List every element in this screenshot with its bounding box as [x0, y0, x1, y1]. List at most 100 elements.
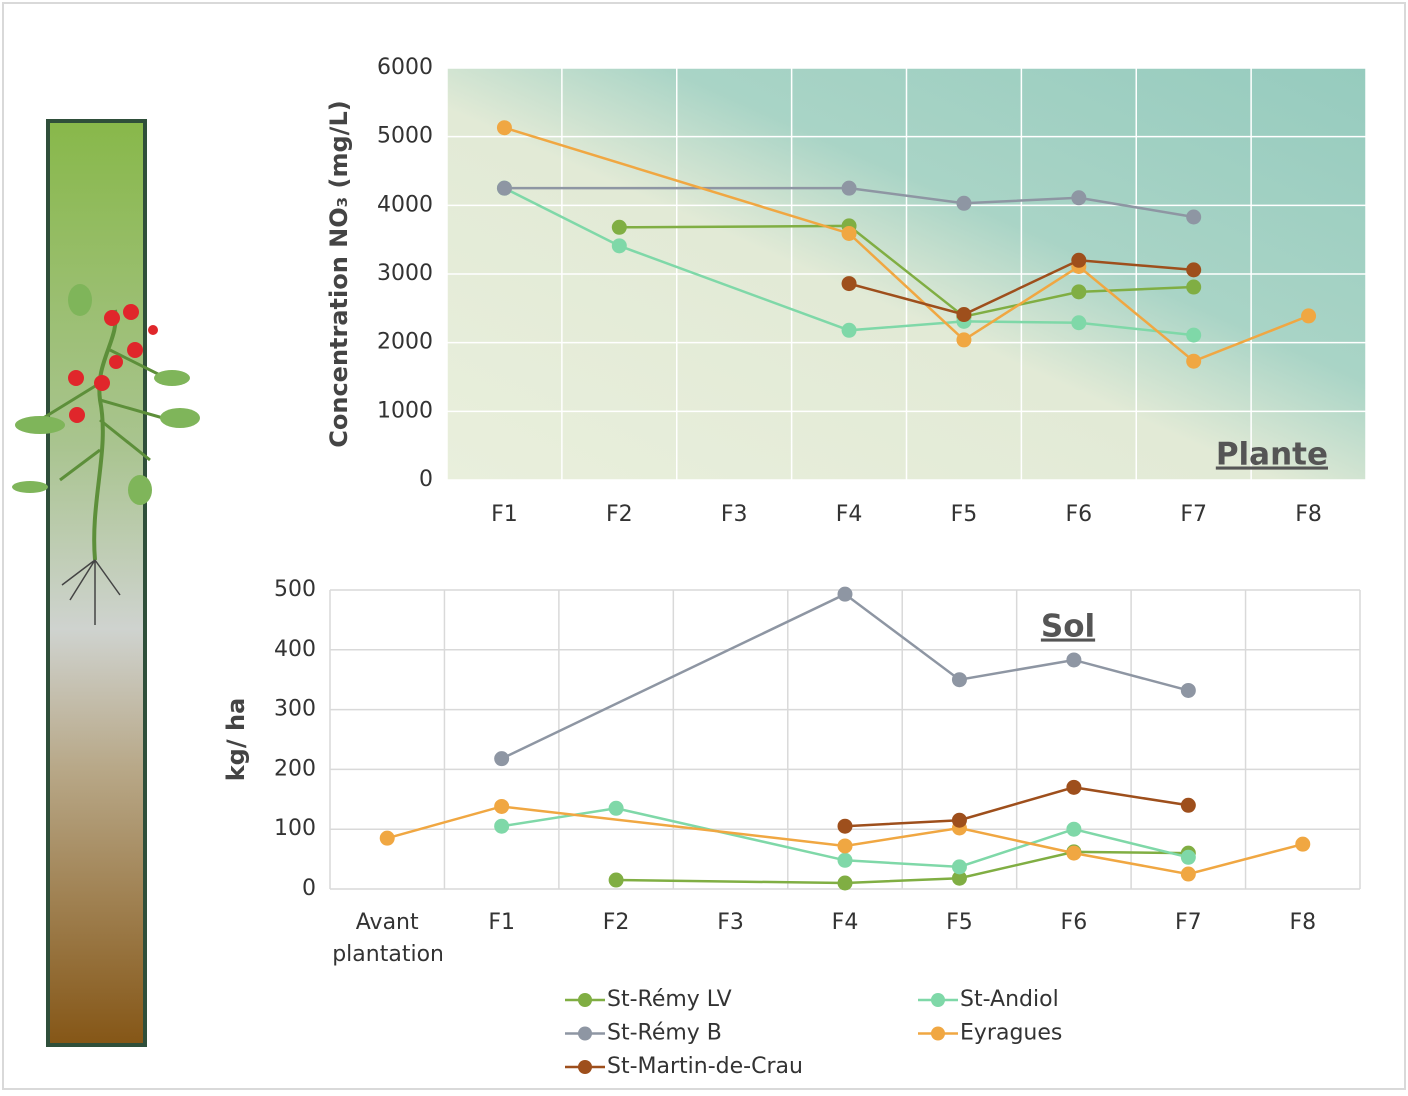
- x-tick-foreign: F8: [1248, 907, 1358, 977]
- data-point: [612, 220, 627, 235]
- legend-marker: [931, 1027, 945, 1041]
- data-point: [838, 587, 853, 602]
- x-tick-label: F6: [1019, 907, 1129, 939]
- x-tick-label: F4: [790, 907, 900, 939]
- data-point: [1186, 280, 1201, 295]
- soil-column: [48, 121, 145, 1045]
- x-tick-label: F5: [951, 502, 978, 527]
- data-point: [494, 819, 509, 834]
- data-point: [842, 323, 857, 338]
- annotation: Sol: [1041, 609, 1095, 645]
- y-tick-label: 100: [274, 816, 316, 841]
- legend-marker: [578, 1027, 592, 1041]
- x-tick-foreign: Avant plantation: [332, 907, 442, 977]
- y-tick-label: 3000: [377, 261, 433, 286]
- x-tick-label: F2: [606, 502, 633, 527]
- data-point: [1186, 354, 1201, 369]
- x-tick-label: F3: [721, 502, 748, 527]
- data-point: [380, 831, 395, 846]
- annotation: Plante: [1216, 437, 1328, 473]
- x-tick-foreign: F1: [447, 907, 557, 977]
- legend-label: St-Andiol: [960, 987, 1059, 1012]
- x-tick-foreign: F4: [790, 907, 900, 977]
- data-point: [838, 876, 853, 891]
- y-tick-label: 500: [274, 577, 316, 602]
- data-point: [838, 838, 853, 853]
- data-point: [1071, 284, 1086, 299]
- data-point: [956, 307, 971, 322]
- data-point: [842, 226, 857, 241]
- data-point: [609, 801, 624, 816]
- data-point: [956, 196, 971, 211]
- data-point: [1181, 683, 1196, 698]
- data-point: [1186, 328, 1201, 343]
- data-point: [1181, 867, 1196, 882]
- data-point: [1295, 837, 1310, 852]
- x-tick-label: F8: [1295, 502, 1322, 527]
- data-point: [497, 120, 512, 135]
- data-point: [1071, 253, 1086, 268]
- x-tick-label: F5: [904, 907, 1014, 939]
- data-point: [842, 181, 857, 196]
- y-axis-label: kg/ ha: [222, 698, 250, 782]
- data-point: [497, 181, 512, 196]
- legend-marker: [578, 1060, 592, 1074]
- x-tick-foreign: F2: [561, 907, 671, 977]
- data-point: [952, 859, 967, 874]
- data-point: [1301, 308, 1316, 323]
- y-tick-label: 0: [302, 876, 316, 901]
- data-point: [956, 332, 971, 347]
- x-tick-label: F8: [1248, 907, 1358, 939]
- legend-label: St-Rémy LV: [607, 987, 732, 1012]
- x-tick-label: F6: [1065, 502, 1092, 527]
- data-point: [838, 819, 853, 834]
- data-point: [1186, 262, 1201, 277]
- x-tick-label: Avant plantation: [332, 907, 442, 971]
- data-point: [612, 238, 627, 253]
- x-tick-label: F7: [1133, 907, 1243, 939]
- y-axis-label: Concentration NO₃ (mg/L): [325, 100, 353, 447]
- x-tick-label: F1: [447, 907, 557, 939]
- legend-label: St-Rémy B: [607, 1021, 722, 1046]
- y-tick-label: 1000: [377, 398, 433, 423]
- data-point: [1071, 190, 1086, 205]
- data-point: [494, 799, 509, 814]
- x-tick-foreign: F3: [676, 907, 786, 977]
- y-tick-label: 5000: [377, 124, 433, 149]
- x-tick-foreign: F7: [1133, 907, 1243, 977]
- legend-marker: [578, 993, 592, 1007]
- y-tick-label: 4000: [377, 192, 433, 217]
- data-point: [1181, 850, 1196, 865]
- legend-marker: [931, 993, 945, 1007]
- data-point: [494, 751, 509, 766]
- y-tick-label: 300: [274, 697, 316, 722]
- data-point: [838, 853, 853, 868]
- chart: 0100020003000400050006000F1F2F3F4F5F6F7F…: [0, 0, 1408, 1092]
- y-tick-label: 200: [274, 756, 316, 781]
- data-point: [1066, 652, 1081, 667]
- data-point: [842, 276, 857, 291]
- y-tick-label: 2000: [377, 330, 433, 355]
- x-tick-label: F1: [491, 502, 518, 527]
- y-tick-label: 0: [419, 467, 433, 492]
- data-point: [1066, 822, 1081, 837]
- data-point: [952, 672, 967, 687]
- y-tick-label: 400: [274, 637, 316, 662]
- data-point: [1071, 315, 1086, 330]
- data-point: [1066, 846, 1081, 861]
- data-point: [1181, 798, 1196, 813]
- data-point: [952, 813, 967, 828]
- legend-label: Eyragues: [960, 1021, 1062, 1046]
- y-tick-label: 6000: [377, 55, 433, 80]
- x-tick-foreign: F5: [904, 907, 1014, 977]
- data-point: [1066, 780, 1081, 795]
- legend-label: St-Martin-de-Crau: [607, 1054, 803, 1079]
- x-tick-label: F2: [561, 907, 671, 939]
- page: 0100020003000400050006000F1F2F3F4F5F6F7F…: [0, 0, 1408, 1096]
- data-point: [1186, 210, 1201, 225]
- x-tick-label: F7: [1180, 502, 1207, 527]
- x-tick-label: F3: [676, 907, 786, 939]
- data-point: [609, 873, 624, 888]
- x-tick-label: F4: [836, 502, 863, 527]
- x-tick-foreign: F6: [1019, 907, 1129, 977]
